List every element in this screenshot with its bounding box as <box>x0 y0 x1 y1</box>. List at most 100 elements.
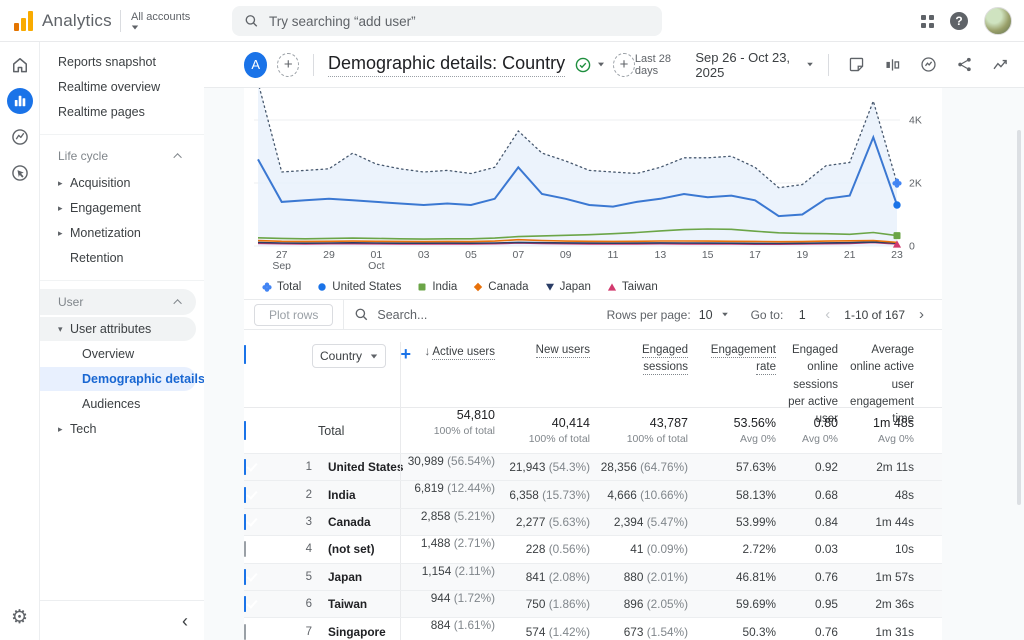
search-icon <box>354 307 369 322</box>
legend-item-total[interactable]: Total <box>262 281 301 293</box>
metric-cell: 1m 44s <box>838 515 942 529</box>
nav-audiences[interactable]: Audiences <box>40 392 196 416</box>
nav-user-attributes[interactable]: ▾User attributes <box>40 317 196 341</box>
metric-cell: 673 (1.54%) <box>590 625 688 639</box>
rows-per-page-caret[interactable] <box>722 313 728 317</box>
vertical-scrollbar[interactable] <box>1017 130 1021 505</box>
legend-item-india[interactable]: India <box>417 281 457 293</box>
nav-retention[interactable]: Retention <box>40 246 196 270</box>
share-icon[interactable] <box>955 55 974 74</box>
nav-reports-snapshot[interactable]: Reports snapshot <box>40 50 196 74</box>
total-metric-cell: 53.56%Avg 0% <box>688 416 776 445</box>
metric-cell: 944 (1.72%) <box>400 591 495 617</box>
add-comparison-button[interactable]: + <box>277 53 299 77</box>
apps-grid-icon[interactable] <box>921 15 934 28</box>
metric-cell: 58.13% <box>688 488 776 502</box>
total-label: Total <box>312 424 400 438</box>
dimension-select[interactable]: Country <box>312 344 386 368</box>
table-search[interactable] <box>354 307 487 322</box>
nav-tech[interactable]: ▸Tech <box>40 417 196 441</box>
svg-text:2K: 2K <box>909 178 922 190</box>
row-number: 4 <box>292 543 312 555</box>
col-header-new-users[interactable]: New users <box>495 342 590 359</box>
legend-item-japan[interactable]: Japan <box>545 281 591 293</box>
metric-cell: 1,154 (2.11%) <box>400 564 495 590</box>
next-page-icon[interactable]: › <box>915 306 928 323</box>
advertising-icon[interactable] <box>7 160 33 186</box>
nav-overview[interactable]: Overview <box>40 342 196 366</box>
main-area: A + Demographic details: Country + Last … <box>204 42 1024 640</box>
row-checkbox[interactable] <box>244 624 246 640</box>
nav-demographic-details[interactable]: Demographic details <box>40 367 196 391</box>
svg-text:17: 17 <box>749 249 761 261</box>
date-range-picker[interactable]: Sep 26 - Oct 23, 2025 <box>695 50 794 80</box>
row-number: 7 <box>292 626 312 638</box>
legend-item-canada[interactable]: Canada <box>473 281 528 293</box>
global-search[interactable] <box>232 6 662 36</box>
row-checkbox[interactable] <box>244 459 246 475</box>
row-checkbox[interactable] <box>244 596 246 612</box>
report-menu-caret[interactable] <box>598 63 604 67</box>
row-number: 3 <box>292 516 312 528</box>
note-icon[interactable] <box>847 55 866 74</box>
svg-text:21: 21 <box>844 249 856 261</box>
add-report-button[interactable]: + <box>613 53 635 77</box>
metric-cell: 0.76 <box>776 570 838 584</box>
table-row-singapore: 7Singapore884 (1.61%)574 (1.42%)673 (1.5… <box>244 617 942 640</box>
expand-icon: ▸ <box>58 424 70 435</box>
report-avatar[interactable]: A <box>244 52 267 78</box>
trend-line-chart[interactable]: 02K4K27Sep2901Oct0305070911131517192123 <box>244 88 942 270</box>
account-switcher[interactable]: All accounts <box>131 11 190 30</box>
compare-icon[interactable] <box>883 55 902 74</box>
legend-item-taiwan[interactable]: Taiwan <box>607 281 658 293</box>
nav-monetization[interactable]: ▸Monetization <box>40 221 196 245</box>
row-checkbox[interactable] <box>244 541 246 557</box>
col-header-engagement-rate[interactable]: Engagement rate <box>688 342 776 377</box>
total-checkbox[interactable] <box>244 421 246 440</box>
svg-text:23: 23 <box>891 249 903 261</box>
legend-item-united-states[interactable]: United States <box>317 281 401 293</box>
row-checkbox[interactable] <box>244 487 246 503</box>
nav-acquisition[interactable]: ▸Acquisition <box>40 171 196 195</box>
nav-section-user[interactable]: User <box>40 289 196 315</box>
nav-realtime-pages[interactable]: Realtime pages <box>40 100 196 124</box>
rows-per-page-select[interactable]: 10 <box>699 308 713 322</box>
insights-icon[interactable] <box>919 55 938 74</box>
nav-section-life-cycle[interactable]: Life cycle <box>40 143 196 169</box>
nav-engagement[interactable]: ▸Engagement <box>40 196 196 220</box>
report-title[interactable]: Demographic details: Country <box>328 53 565 77</box>
table-search-input[interactable] <box>377 308 487 322</box>
chevron-down-icon <box>371 354 377 358</box>
country-cell: Japan <box>312 570 400 584</box>
total-metric-cell: 43,787100% of total <box>590 416 688 445</box>
col-header-engaged-sessions[interactable]: Engaged sessions <box>590 342 688 377</box>
reports-icon[interactable] <box>7 88 33 114</box>
svg-text:29: 29 <box>323 249 335 261</box>
analytics-logo[interactable]: Analytics <box>0 11 118 31</box>
nav-realtime-overview[interactable]: Realtime overview <box>40 75 196 99</box>
help-icon[interactable]: ? <box>950 12 968 30</box>
explore-icon[interactable] <box>7 124 33 150</box>
metric-cell: 48s <box>838 488 942 502</box>
country-cell: Taiwan <box>312 597 400 611</box>
svg-text:15: 15 <box>702 249 714 261</box>
date-caret-icon[interactable] <box>807 63 813 67</box>
row-checkbox[interactable] <box>244 514 246 530</box>
user-avatar[interactable] <box>984 7 1012 35</box>
report-toolbar: A + Demographic details: Country + Last … <box>204 42 1024 88</box>
row-checkbox[interactable] <box>244 569 246 585</box>
trend-insight-icon[interactable] <box>991 55 1010 74</box>
global-search-input[interactable] <box>269 14 650 29</box>
plot-rows-button[interactable]: Plot rows <box>254 304 333 326</box>
home-icon[interactable] <box>7 52 33 78</box>
country-cell: Singapore <box>312 625 400 639</box>
collapse-sidebar-icon[interactable]: ‹ <box>182 612 188 630</box>
circle-marker-icon <box>317 282 327 292</box>
goto-page-input[interactable] <box>791 308 813 322</box>
metric-cell: 28,356 (64.76%) <box>590 460 688 474</box>
admin-gear-icon[interactable]: ⚙ <box>7 604 33 630</box>
table-controls: Plot rows Rows per page: 10 Go to: <box>244 299 942 330</box>
select-all-checkbox[interactable] <box>244 345 246 364</box>
prev-page-icon[interactable]: ‹ <box>821 306 834 323</box>
svg-text:19: 19 <box>796 249 808 261</box>
